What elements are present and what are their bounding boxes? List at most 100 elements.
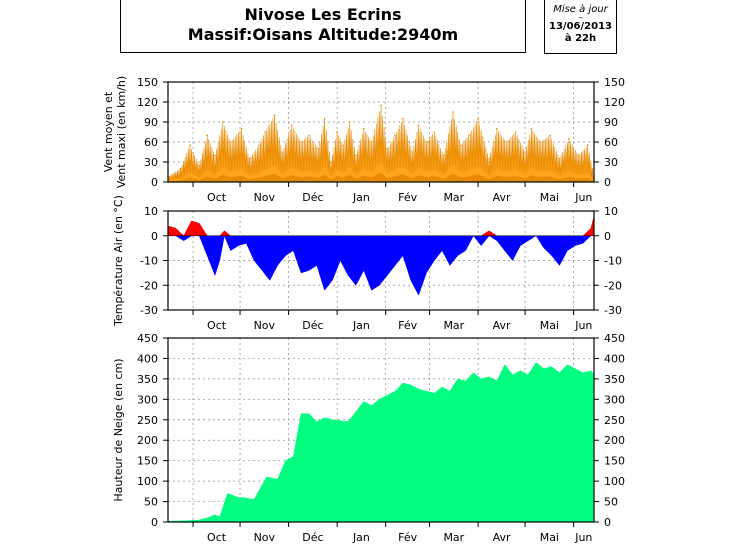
y-axis-label-temperature: Température Air (en °C) bbox=[112, 195, 125, 327]
month-label-Mar: Mar bbox=[443, 191, 464, 204]
data-point-wind bbox=[425, 141, 428, 143]
data-point-wind bbox=[402, 117, 404, 120]
tick-label-right: -20 bbox=[604, 279, 622, 292]
plot-frame bbox=[167, 210, 595, 311]
tick-label-right: 0 bbox=[604, 176, 611, 189]
tick-label-left: 10 bbox=[144, 205, 158, 218]
tick-label-right: 60 bbox=[604, 136, 618, 149]
data-point-wind bbox=[336, 131, 338, 133]
month-label-Jan: Jan bbox=[352, 191, 370, 204]
plot-frame bbox=[167, 81, 595, 183]
data-point-wind bbox=[206, 134, 208, 137]
tick-label-left: 0 bbox=[151, 230, 158, 243]
chart-title-station: Nivose Les Ecrins bbox=[244, 5, 402, 24]
tick-label-left: 50 bbox=[144, 496, 158, 509]
tick-label-right: 350 bbox=[604, 373, 625, 386]
data-point-wind bbox=[300, 141, 302, 143]
panel-wind bbox=[163, 81, 599, 187]
data-point-wind bbox=[258, 144, 260, 147]
chart-title-massif: Massif:Oisans Altitude:2940m bbox=[187, 25, 459, 44]
update-info-box: Mise à jour – 13/06/2013 à 22h bbox=[544, 0, 617, 54]
tick-label-left: 200 bbox=[137, 434, 158, 447]
tick-label-right: 400 bbox=[604, 352, 625, 365]
data-point-wind bbox=[477, 117, 479, 120]
tick-label-right: 250 bbox=[604, 414, 625, 427]
data-point-wind bbox=[530, 127, 533, 130]
tick-label-right: 200 bbox=[604, 434, 625, 447]
data-point-wind bbox=[290, 124, 293, 127]
data-point-wind bbox=[539, 141, 542, 143]
month-label-Mai: Mai bbox=[540, 319, 559, 332]
month-label-Mar: Mar bbox=[443, 531, 464, 544]
tick-label-right: 100 bbox=[604, 475, 625, 488]
data-point-wind bbox=[460, 144, 462, 147]
tick-label-left: 60 bbox=[144, 136, 158, 149]
tick-label-left: 30 bbox=[144, 156, 158, 169]
data-point-wind bbox=[198, 164, 201, 167]
month-label-Jan: Jan bbox=[352, 531, 370, 544]
month-label-Fév: Fév bbox=[398, 319, 417, 332]
update-label: Mise à jour bbox=[553, 4, 608, 15]
tick-label-left: 150 bbox=[137, 76, 158, 89]
month-label-Avr: Avr bbox=[493, 531, 511, 544]
plot-frame bbox=[167, 337, 595, 523]
data-point-wind bbox=[229, 141, 232, 143]
data-point-wind bbox=[524, 151, 526, 153]
tick-label-left: 300 bbox=[137, 393, 158, 406]
tick-label-right: 150 bbox=[604, 455, 625, 468]
month-label-Oct: Oct bbox=[207, 319, 227, 332]
series-wind-max bbox=[167, 105, 595, 183]
data-point-wind bbox=[488, 157, 490, 160]
data-point-wind bbox=[442, 154, 445, 157]
month-label-Déc: Déc bbox=[302, 191, 323, 204]
y-axis-label-snow_depth: Hauteur de Neige (en cm) bbox=[112, 358, 125, 501]
month-label-Fév: Fév bbox=[398, 531, 417, 544]
tick-label-right: 50 bbox=[604, 496, 618, 509]
tick-label-left: 450 bbox=[137, 332, 158, 345]
data-point-wind bbox=[394, 134, 396, 137]
month-label-Mar: Mar bbox=[443, 319, 464, 332]
tick-label-left: -30 bbox=[140, 304, 158, 317]
month-label-Jun: Jun bbox=[574, 319, 592, 332]
series-wind-mean bbox=[168, 172, 594, 182]
tick-label-left: 100 bbox=[137, 475, 158, 488]
tick-label-left: -10 bbox=[140, 255, 158, 268]
data-point-wind bbox=[348, 121, 351, 123]
panel-snow_depth bbox=[163, 337, 599, 527]
data-point-wind bbox=[362, 127, 365, 130]
tick-label-right: 120 bbox=[604, 96, 625, 109]
tick-label-left: 150 bbox=[137, 455, 158, 468]
data-point-wind bbox=[370, 141, 373, 143]
month-label-Oct: Oct bbox=[207, 531, 227, 544]
month-label-Déc: Déc bbox=[302, 531, 323, 544]
data-point-wind bbox=[308, 134, 310, 137]
month-label-Nov: Nov bbox=[254, 191, 276, 204]
series-temperature-positive bbox=[167, 215, 595, 237]
tick-label-right: 150 bbox=[604, 76, 625, 89]
tick-label-left: 120 bbox=[137, 96, 158, 109]
tick-label-right: 10 bbox=[604, 205, 618, 218]
tick-label-right: -30 bbox=[604, 304, 622, 317]
data-point-wind bbox=[558, 157, 561, 160]
data-point-wind bbox=[264, 131, 266, 133]
data-point-wind bbox=[568, 137, 570, 140]
data-point-wind bbox=[411, 151, 414, 153]
data-point-wind bbox=[433, 131, 436, 133]
data-point-wind bbox=[222, 121, 224, 123]
month-label-Mai: Mai bbox=[540, 191, 559, 204]
data-point-wind bbox=[273, 114, 276, 117]
data-point-wind bbox=[496, 127, 498, 130]
tick-label-right: 0 bbox=[604, 230, 611, 243]
data-point-wind bbox=[452, 111, 454, 113]
update-dash: – bbox=[578, 13, 583, 23]
data-point-wind bbox=[330, 161, 332, 163]
panel-temperature bbox=[163, 210, 599, 315]
tick-label-left: 0 bbox=[151, 176, 158, 189]
tick-label-right: 450 bbox=[604, 332, 625, 345]
data-point-wind bbox=[240, 127, 243, 130]
month-label-Avr: Avr bbox=[493, 191, 511, 204]
data-point-wind bbox=[248, 157, 251, 160]
data-point-wind bbox=[505, 141, 508, 143]
tick-label-right: 300 bbox=[604, 393, 625, 406]
